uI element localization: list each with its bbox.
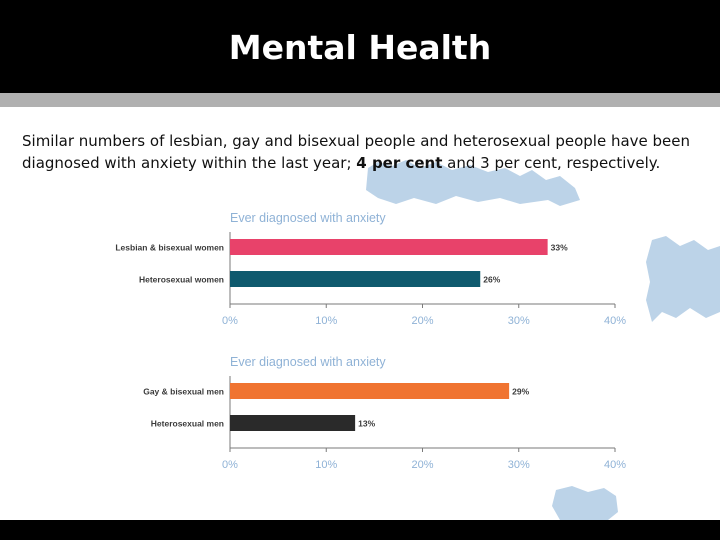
footer-bar: [0, 520, 720, 540]
category-label: Heterosexual men: [151, 419, 224, 429]
x-tick-label: 40%: [604, 315, 626, 327]
category-label: Heterosexual women: [139, 275, 224, 285]
title-bar: Mental Health: [0, 0, 720, 93]
chart-women-anxiety: Ever diagnosed with anxiety Lesbian & bis…: [88, 202, 648, 334]
body-text-emphasis: 4 per cent: [356, 154, 443, 172]
bar: [230, 383, 510, 399]
map-shape-top: [366, 160, 580, 206]
bar: [230, 239, 548, 255]
x-tick-label: 10%: [315, 459, 337, 471]
map-shape-bottom: [552, 486, 618, 520]
chart-svg: Ever diagnosed with anxiety Gay & bisexua…: [143, 355, 626, 471]
body-text-intro: Similar numbers of lesbian, gay and bise…: [22, 132, 690, 172]
map-shape-right: [646, 236, 720, 322]
x-tick-label: 10%: [315, 315, 337, 327]
x-tick-label: 40%: [604, 459, 626, 471]
header-divider-band: [0, 93, 720, 107]
x-tick-label: 20%: [411, 459, 433, 471]
x-tick-label: 30%: [508, 459, 530, 471]
bar: [230, 271, 481, 287]
data-label: 29%: [512, 387, 529, 397]
x-tick-label: 0%: [222, 459, 238, 471]
data-label: 26%: [483, 275, 500, 285]
category-label: Gay & bisexual men: [143, 387, 224, 397]
category-label: Lesbian & bisexual women: [115, 243, 224, 253]
chart-men-anxiety: Ever diagnosed with anxiety Gay & bisexua…: [88, 346, 648, 478]
chart-svg: Ever diagnosed with anxiety Lesbian & bis…: [115, 211, 626, 327]
chart-title: Ever diagnosed with anxiety: [230, 211, 386, 225]
x-tick-label: 20%: [411, 315, 433, 327]
x-tick-label: 30%: [508, 315, 530, 327]
body-text-end: and 3 per cent, respectively.: [442, 154, 661, 172]
slide-body-text: Similar numbers of lesbian, gay and bise…: [22, 130, 702, 174]
chart-title: Ever diagnosed with anxiety: [230, 355, 386, 369]
slide-title: Mental Health: [228, 28, 492, 67]
data-label: 13%: [358, 419, 375, 429]
data-label: 33%: [551, 243, 568, 253]
bar: [230, 415, 356, 431]
x-tick-label: 0%: [222, 315, 238, 327]
